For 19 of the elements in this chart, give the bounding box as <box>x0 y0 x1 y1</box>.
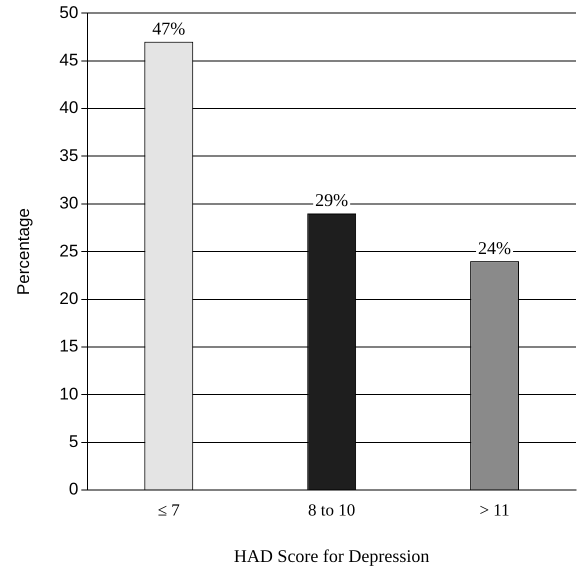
y-tick-label: 15 <box>59 336 78 356</box>
data-label: 47% <box>152 18 186 39</box>
y-tick-label: 0 <box>68 480 78 499</box>
y-tick-label: 40 <box>59 98 78 118</box>
x-axis-title: HAD Score for Depression <box>234 546 430 566</box>
data-label: 24% <box>478 238 512 258</box>
x-tick-label: 8 to 10 <box>308 500 356 520</box>
y-tick-label: 45 <box>59 50 78 70</box>
x-tick-label: ≤ 7 <box>158 500 180 520</box>
y-tick-label: 25 <box>59 241 78 260</box>
data-label: 29% <box>315 190 348 210</box>
y-tick-label: 50 <box>59 2 78 22</box>
y-tick-label: 20 <box>59 288 78 308</box>
y-tick-label: 5 <box>68 432 78 452</box>
y-tick-label: 35 <box>59 146 78 165</box>
y-tick-label: 30 <box>59 194 78 213</box>
y-tick-label: 10 <box>59 384 78 404</box>
y-axis-title: Percentage <box>14 208 33 296</box>
x-tick-label: > 11 <box>479 500 510 520</box>
